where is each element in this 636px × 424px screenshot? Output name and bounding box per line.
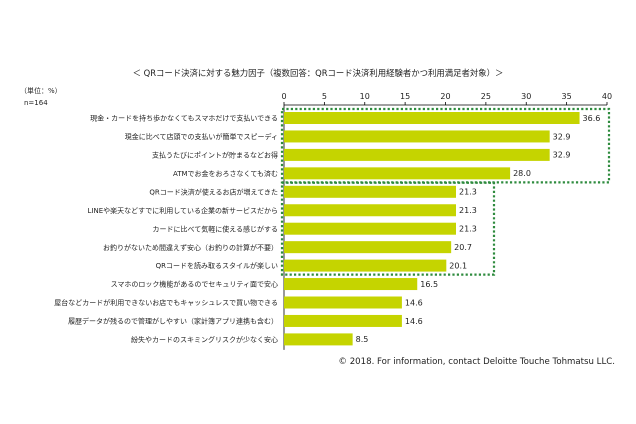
category-label: 紛失やカードのスキミングリスクが少なく安心 bbox=[131, 335, 278, 344]
bar bbox=[284, 241, 452, 254]
bar bbox=[284, 112, 580, 124]
bar bbox=[284, 204, 456, 217]
bar bbox=[284, 148, 550, 161]
value-label: 16.5 bbox=[420, 280, 438, 289]
bar bbox=[284, 333, 353, 346]
value-label: 21.3 bbox=[459, 206, 477, 215]
category-label: QRコード決済が使えるお店が増えてきた bbox=[149, 187, 278, 196]
bar bbox=[284, 278, 418, 291]
chart-title: ＜ QRコード決済に対する魅力因子（複数回答：QRコード決済利用経験者かつ利用満… bbox=[133, 68, 504, 78]
category-label: 現金に比べて店頭での支払いが簡単でスピーディ bbox=[125, 132, 278, 141]
value-label: 32.9 bbox=[553, 151, 571, 160]
highlight-boxes bbox=[280, 107, 611, 276]
x-tick-label: 0 bbox=[281, 92, 286, 101]
value-label: 14.6 bbox=[405, 317, 423, 326]
category-label: お釣りがないため間違えず安心（お釣りの計算が不要） bbox=[103, 243, 278, 252]
x-axis: 0 5 10 15 20 25 30 35 40 bbox=[281, 92, 612, 350]
x-tick-label: 15 bbox=[400, 92, 410, 101]
x-tick-label: 5 bbox=[322, 92, 327, 101]
category-label: カードに比べて気軽に使える感じがする bbox=[152, 224, 278, 233]
x-tick-label: 40 bbox=[602, 92, 612, 101]
x-tick-label: 20 bbox=[440, 92, 450, 101]
value-label: 14.6 bbox=[405, 298, 423, 307]
bar bbox=[284, 185, 456, 198]
bar bbox=[284, 130, 550, 143]
category-labels: 現金・カードを持ち歩かなくてもスマホだけで支払いできる現金に比べて店頭での支払い… bbox=[54, 114, 278, 344]
value-label: 20.1 bbox=[449, 261, 467, 270]
x-tick-label: 30 bbox=[521, 92, 531, 101]
bar bbox=[284, 314, 402, 327]
bar bbox=[284, 167, 511, 180]
value-label: 8.5 bbox=[356, 335, 369, 344]
category-label: LINEや楽天などすでに利用している企業の新サービスだから bbox=[88, 206, 278, 215]
category-label: ATMでお金をおろさなくても済む bbox=[173, 169, 278, 178]
category-label: スマホのロック機能があるのでセキュリティ面で安心 bbox=[111, 280, 278, 289]
value-label: 20.7 bbox=[454, 243, 472, 252]
unit-note: （単位：%） bbox=[20, 86, 62, 95]
bar bbox=[284, 296, 402, 309]
bars bbox=[284, 112, 580, 346]
highlight-box bbox=[280, 181, 496, 276]
category-label: 履歴データが残るので管理がしやすい（家計簿アプリ連携も含む） bbox=[68, 317, 278, 326]
value-label: 21.3 bbox=[459, 188, 477, 197]
copyright-footer: © 2018. For information, contact Deloitt… bbox=[338, 357, 615, 367]
x-tick-label: 10 bbox=[360, 92, 370, 101]
category-label: QRコードを読み取るスタイルが楽しい bbox=[156, 261, 278, 270]
category-label: 屋台などカードが利用できないお店でもキャッシュレスで買い物できる bbox=[54, 298, 278, 307]
category-label: 支払うたびにポイントが貯まるなどお得 bbox=[152, 151, 278, 160]
x-tick-label: 25 bbox=[481, 92, 491, 101]
value-label: 28.0 bbox=[513, 169, 531, 178]
x-tick-label: 35 bbox=[562, 92, 572, 101]
value-label: 21.3 bbox=[459, 225, 477, 234]
sample-note: n=164 bbox=[24, 99, 48, 107]
value-labels: 36.6 32.9 32.9 28.0 21.3 21.3 21.3 20.7 20.1 16.5… bbox=[356, 114, 601, 344]
bar bbox=[284, 222, 456, 235]
value-label: 32.9 bbox=[553, 132, 571, 141]
bar bbox=[284, 259, 447, 272]
value-label: 36.6 bbox=[583, 114, 601, 123]
category-label: 現金・カードを持ち歩かなくてもスマホだけで支払いできる bbox=[90, 114, 278, 123]
